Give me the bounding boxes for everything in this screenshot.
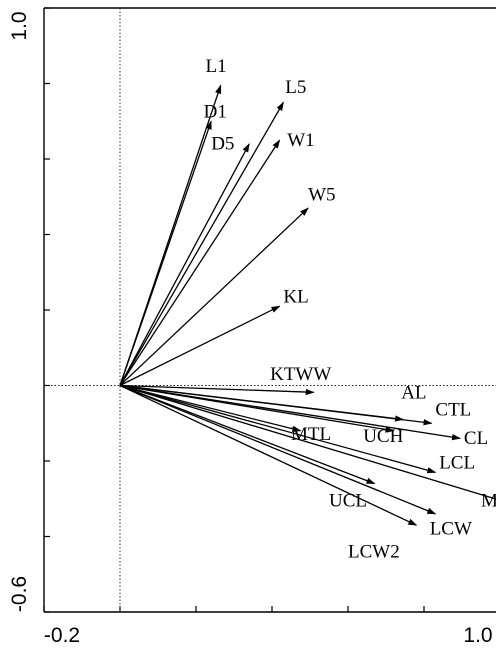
label-mtl: MTL	[291, 424, 331, 445]
vector-lcw2	[119, 384, 418, 526]
y-tick-label-max: 1.0	[8, 11, 31, 40]
label-mtw: MTW	[481, 490, 496, 511]
reference-lines	[44, 8, 496, 612]
label-d5: D5	[211, 134, 234, 155]
x-tick-label-max: 1.0	[463, 624, 492, 647]
label-lcl: LCL	[439, 453, 475, 474]
vector-mtw	[119, 384, 496, 500]
axis-ticks	[43, 7, 425, 613]
label-ctl: CTL	[435, 400, 471, 421]
plot-frame	[43, 7, 496, 613]
label-uch: UCH	[363, 426, 403, 447]
label-d1: D1	[204, 101, 227, 122]
vector-lcw	[119, 384, 437, 515]
vector-cl	[119, 384, 461, 441]
vector-kl	[119, 305, 281, 387]
label-l5: L5	[285, 77, 306, 98]
vector-ctl	[119, 384, 433, 426]
vector-l5	[119, 101, 284, 386]
label-lcw2: LCW2	[348, 541, 400, 562]
vector-lcl	[119, 384, 437, 474]
vector-d5	[119, 143, 250, 386]
label-ktww: KTWW	[270, 364, 331, 385]
vector-w5	[119, 207, 309, 386]
label-lcw: LCW	[430, 519, 472, 540]
vector-w1	[119, 139, 281, 386]
y-tick-label-min: -0.6	[8, 576, 31, 612]
vector-ucl	[119, 384, 376, 485]
label-ucl: UCL	[329, 490, 367, 511]
label-cl: CL	[464, 428, 488, 449]
label-l1: L1	[206, 56, 227, 77]
label-w1: W1	[287, 130, 314, 151]
vector-labels: L1 D1 D5 L5 W1 W5 KL KTWW AL CTL MTL UCH CL LCL MTW UCL…	[204, 56, 496, 562]
label-kl: KL	[283, 286, 308, 307]
vector-d1	[119, 120, 212, 386]
vector-mtl	[119, 384, 302, 432]
vector-ktww	[119, 384, 315, 396]
label-w5: W5	[308, 185, 335, 206]
vector-arrows	[119, 84, 496, 526]
tick-labels: -0.2 1.0 1.0 -0.6	[8, 11, 493, 647]
x-tick-label-min: -0.2	[44, 624, 80, 647]
label-al: AL	[401, 383, 426, 404]
